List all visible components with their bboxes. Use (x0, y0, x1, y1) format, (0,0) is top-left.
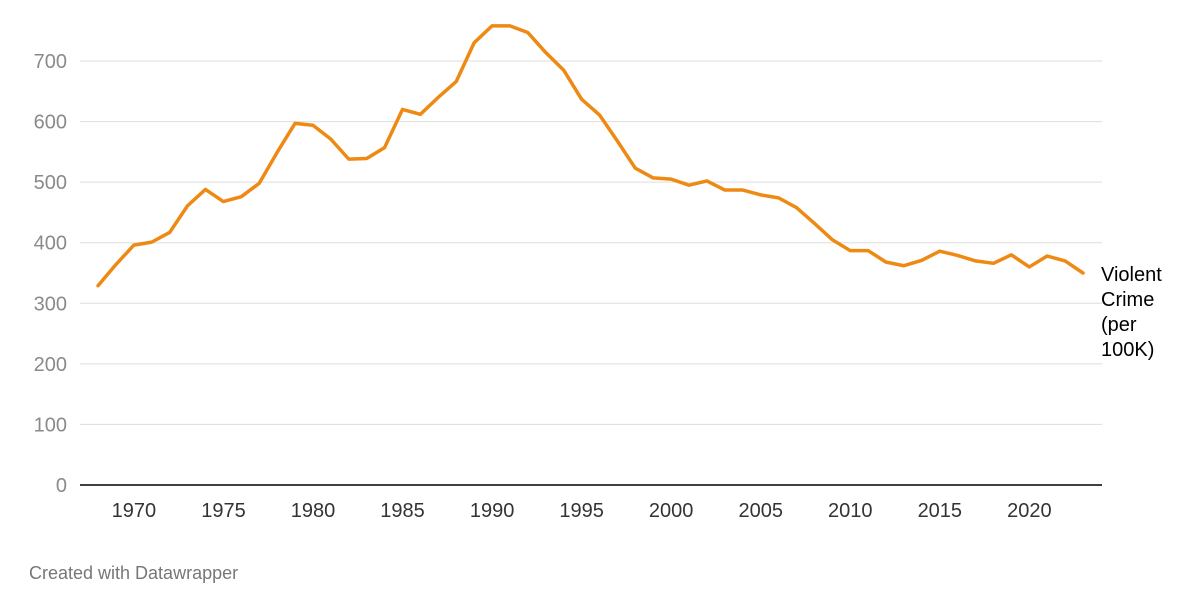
data-point-1981 (311, 123, 315, 127)
data-point-2006 (759, 193, 763, 197)
data-point-2024 (1081, 271, 1085, 275)
series-label-line: 100K) (1101, 339, 1154, 361)
x-tick-label-1990: 1990 (470, 500, 515, 522)
data-point-2007 (777, 196, 781, 200)
y-tick-label-400: 400 (34, 233, 67, 255)
x-tick-label-2005: 2005 (738, 500, 783, 522)
data-point-2011 (848, 249, 852, 253)
x-tick-label-2015: 2015 (918, 500, 963, 522)
data-point-1993 (526, 31, 530, 35)
x-tick-label-1975: 1975 (201, 500, 246, 522)
data-point-2017 (956, 253, 960, 257)
data-point-1977 (239, 195, 243, 199)
data-point-2016 (938, 249, 942, 253)
data-point-2001 (669, 177, 673, 181)
data-point-2013 (884, 260, 888, 264)
y-tick-label-700: 700 (34, 51, 67, 73)
data-point-2018 (974, 259, 978, 263)
data-point-1970 (114, 263, 118, 267)
y-tick-label-200: 200 (34, 354, 67, 376)
data-point-1998 (615, 139, 619, 143)
y-tick-label-500: 500 (34, 172, 67, 194)
data-point-1984 (365, 157, 369, 161)
series-labels: Violent Crime (per 100K) (1101, 264, 1162, 361)
data-point-1999 (633, 166, 637, 170)
data-point-1972 (150, 240, 154, 244)
data-point-2002 (687, 183, 691, 187)
data-point-1991 (490, 24, 494, 28)
data-point-2000 (651, 176, 655, 180)
data-point-2004 (723, 188, 727, 192)
data-point-1987 (418, 112, 422, 116)
data-point-1975 (203, 187, 207, 191)
data-point-1978 (257, 181, 261, 185)
x-tick-label-1985: 1985 (380, 500, 425, 522)
data-point-1979 (275, 150, 279, 154)
credit-text: Created with Datawrapper (29, 563, 239, 583)
data-point-2019 (991, 261, 995, 265)
data-point-2020 (1009, 253, 1013, 257)
data-point-2014 (902, 264, 906, 268)
data-point-2009 (812, 221, 816, 225)
data-point-1992 (508, 24, 512, 28)
x-axis-tick-labels: 1970 1975 1980 1985 1990 1995 2000 2005 2010 2015… (112, 500, 1052, 522)
x-tick-label-1970: 1970 (112, 500, 157, 522)
series-lines (96, 24, 1085, 288)
series-line-0 (96, 24, 1085, 288)
data-point-2023 (1063, 259, 1067, 263)
series-label-line: Crime (1101, 289, 1154, 311)
data-point-1969 (96, 284, 100, 288)
data-point-1982 (329, 137, 333, 141)
gridlines (80, 60, 1102, 425)
x-tick-label-1980: 1980 (291, 500, 336, 522)
y-tick-label-300: 300 (34, 293, 67, 315)
data-point-1980 (293, 121, 297, 125)
data-point-2010 (830, 238, 834, 242)
x-tick-label-2000: 2000 (649, 500, 694, 522)
series-points (96, 24, 1085, 288)
data-point-1983 (347, 157, 351, 161)
data-point-2003 (705, 179, 709, 183)
data-point-2008 (794, 206, 798, 210)
data-point-1985 (383, 146, 387, 150)
x-tick-label-2020: 2020 (1007, 500, 1052, 522)
data-point-1994 (544, 51, 548, 55)
data-point-1986 (400, 107, 404, 111)
data-point-1997 (597, 113, 601, 117)
data-point-1988 (436, 95, 440, 99)
data-point-2021 (1027, 265, 1031, 269)
data-point-2012 (866, 249, 870, 253)
data-point-1995 (562, 68, 566, 72)
data-point-1989 (454, 80, 458, 84)
y-axis-tick-labels: 0 100 200 300 400 500 600 700 (34, 51, 67, 497)
y-tick-label-0: 0 (56, 475, 67, 497)
data-point-1973 (168, 230, 172, 234)
series-label-line: (per (1101, 314, 1137, 336)
data-point-1976 (221, 200, 225, 204)
data-point-1971 (132, 243, 136, 247)
data-point-2005 (741, 188, 745, 192)
data-point-1996 (580, 97, 584, 101)
data-point-2015 (920, 258, 924, 262)
y-tick-label-100: 100 (34, 414, 67, 436)
data-point-1990 (472, 41, 476, 45)
x-tick-label-2010: 2010 (828, 500, 873, 522)
data-point-2022 (1045, 254, 1049, 258)
y-tick-label-600: 600 (34, 112, 67, 134)
x-tick-label-1995: 1995 (559, 500, 604, 522)
data-point-1974 (186, 204, 190, 208)
series-label-line: Violent (1101, 264, 1162, 286)
